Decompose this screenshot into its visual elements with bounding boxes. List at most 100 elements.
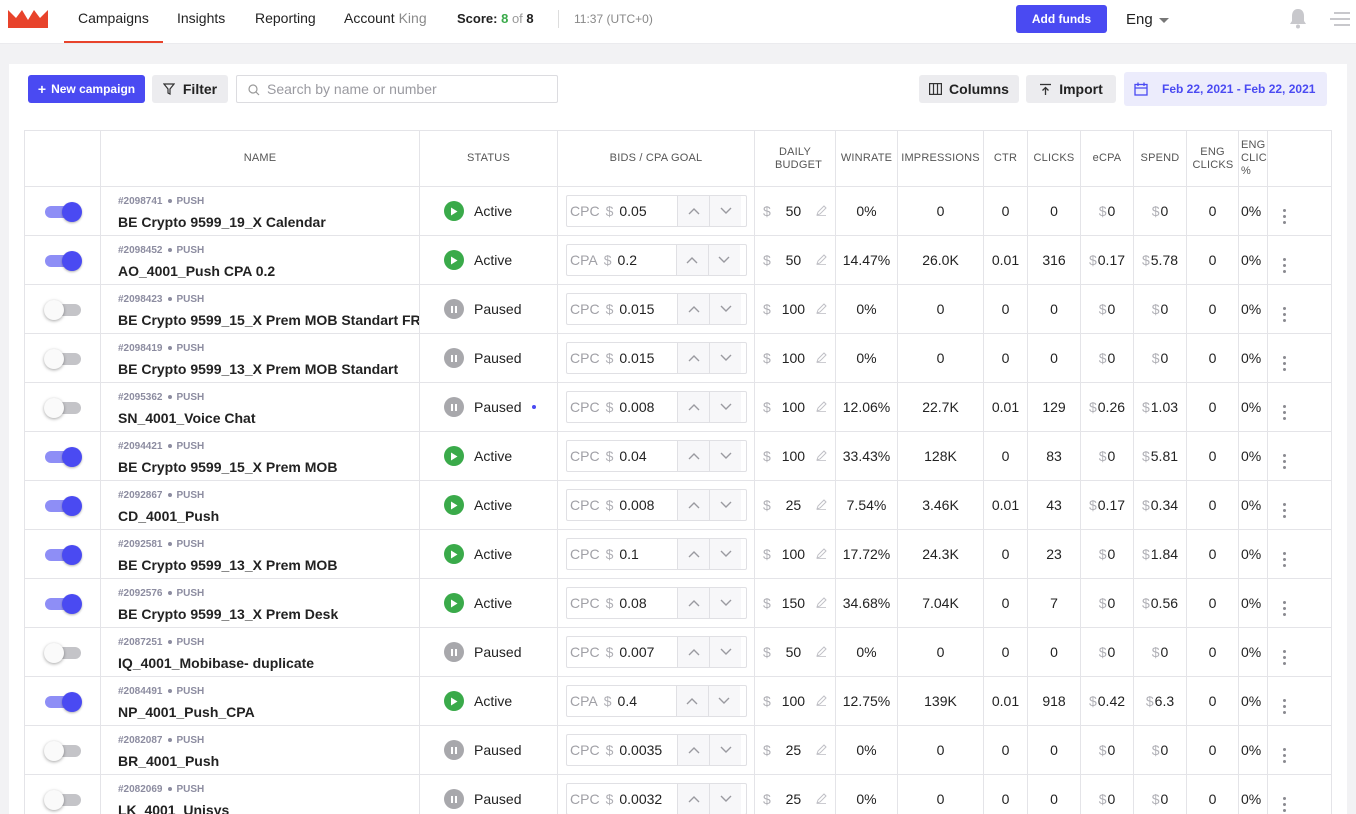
bid-input[interactable]: CPC $0.008	[566, 489, 747, 521]
more-options-icon[interactable]	[1283, 747, 1286, 763]
bid-value[interactable]: 0.04	[619, 448, 647, 464]
campaign-toggle[interactable]	[43, 790, 81, 811]
more-options-icon[interactable]	[1283, 208, 1286, 224]
decrement-button[interactable]	[709, 294, 742, 324]
edit-icon[interactable]	[816, 693, 827, 709]
table-row[interactable]: #2098452 PUSH AO_4001_Push CPA 0.2 Active CP…	[24, 235, 1332, 285]
bid-value[interactable]: 0.08	[619, 595, 647, 611]
bid-input[interactable]: CPC $0.015	[566, 342, 747, 374]
increment-button[interactable]	[677, 343, 710, 373]
campaign-toggle[interactable]	[43, 349, 81, 370]
edit-icon[interactable]	[816, 448, 827, 464]
campaign-toggle[interactable]	[43, 300, 81, 321]
play-icon[interactable]	[444, 593, 464, 613]
bid-value[interactable]: 0.008	[619, 399, 655, 415]
table-row[interactable]: #2082069 PUSH LK_4001_Unisys Paused CPC $0.00…	[24, 774, 1332, 814]
bid-input[interactable]: CPC $0.05	[566, 195, 747, 227]
increment-button[interactable]	[677, 196, 710, 226]
more-options-icon[interactable]	[1283, 796, 1286, 812]
bid-input[interactable]: CPC $0.04	[566, 440, 747, 472]
search-box[interactable]	[236, 75, 558, 103]
col-ecpa-header[interactable]: eCPA	[1080, 130, 1134, 187]
decrement-button[interactable]	[709, 539, 742, 569]
table-row[interactable]: #2095362 PUSH SN_4001_Voice Chat Paused CPC $…	[24, 382, 1332, 432]
bid-input[interactable]: CPC $0.008	[566, 391, 747, 423]
bid-input[interactable]: CPC $0.08	[566, 587, 747, 619]
campaign-name[interactable]: SN_4001_Voice Chat	[118, 410, 256, 426]
increment-button[interactable]	[677, 637, 710, 667]
pause-icon[interactable]	[444, 299, 464, 319]
more-options-icon[interactable]	[1283, 502, 1286, 518]
edit-icon[interactable]	[816, 203, 827, 219]
pause-icon[interactable]	[444, 397, 464, 417]
bid-input[interactable]: CPA $0.4	[566, 685, 747, 717]
decrement-button[interactable]	[709, 637, 742, 667]
increment-button[interactable]	[677, 784, 710, 814]
pause-icon[interactable]	[444, 642, 464, 662]
increment-button[interactable]	[677, 490, 710, 520]
campaign-toggle[interactable]	[43, 643, 81, 664]
more-options-icon[interactable]	[1283, 257, 1286, 273]
col-ctr-header[interactable]: CTR	[983, 130, 1028, 187]
col-bids-header[interactable]: BIDS / CPA GOAL	[557, 130, 755, 187]
increment-button[interactable]	[677, 539, 710, 569]
campaign-toggle[interactable]	[44, 692, 82, 713]
table-row[interactable]: #2082087 PUSH BR_4001_Push Paused CPC $0.0035…	[24, 725, 1332, 775]
pause-icon[interactable]	[444, 348, 464, 368]
campaign-toggle[interactable]	[43, 398, 81, 419]
nav-insights[interactable]: Insights	[177, 10, 226, 26]
table-row[interactable]: #2098423 PUSH BE Crypto 9599_15_X Prem MOB…	[24, 284, 1332, 334]
more-options-icon[interactable]	[1283, 600, 1286, 616]
decrement-button[interactable]	[709, 735, 742, 765]
campaign-name[interactable]: BE Crypto 9599_15_X Prem MOB Standart FR	[118, 312, 420, 328]
more-options-icon[interactable]	[1283, 551, 1286, 567]
filter-button[interactable]: Filter	[152, 75, 228, 103]
table-row[interactable]: #2092576 PUSH BE Crypto 9599_13_X Prem Des…	[24, 578, 1332, 628]
language-selector[interactable]: Eng	[1126, 11, 1169, 28]
bid-value[interactable]: 0.007	[619, 644, 655, 660]
increment-button[interactable]	[675, 245, 708, 275]
decrement-button[interactable]	[709, 196, 742, 226]
table-row[interactable]: #2094421 PUSH BE Crypto 9599_15_X Prem MOB…	[24, 431, 1332, 481]
decrement-button[interactable]	[709, 343, 742, 373]
bid-value[interactable]: 0.1	[619, 546, 639, 562]
increment-button[interactable]	[677, 735, 710, 765]
bid-value[interactable]: 0.015	[619, 301, 655, 317]
increment-button[interactable]	[677, 294, 710, 324]
bid-value[interactable]: 0.0035	[619, 742, 663, 758]
more-options-icon[interactable]	[1283, 698, 1286, 714]
table-row[interactable]: #2098419 PUSH BE Crypto 9599_13_X Prem MOB…	[24, 333, 1332, 383]
campaign-toggle[interactable]	[44, 545, 82, 566]
campaign-toggle[interactable]	[44, 251, 82, 272]
bid-value[interactable]: 0.008	[619, 497, 655, 513]
edit-icon[interactable]	[816, 301, 827, 317]
more-options-icon[interactable]	[1283, 355, 1286, 371]
increment-button[interactable]	[677, 441, 710, 471]
col-winrate-header[interactable]: WINRATE	[835, 130, 898, 187]
col-eng-clicks-header[interactable]: ENG CLICKS	[1186, 130, 1239, 187]
campaign-name[interactable]: BE Crypto 9599_13_X Prem Desk	[118, 606, 339, 622]
col-budget-header[interactable]: DAILY BUDGET	[754, 130, 836, 187]
col-impressions-header[interactable]: IMPRESSIONS	[897, 130, 984, 187]
edit-icon[interactable]	[816, 791, 827, 807]
date-range-picker[interactable]: Feb 22, 2021 - Feb 22, 2021	[1124, 72, 1327, 106]
decrement-button[interactable]	[707, 686, 740, 716]
bell-icon[interactable]	[1288, 7, 1308, 29]
import-button[interactable]: Import	[1026, 75, 1116, 103]
bid-value[interactable]: 0.05	[619, 203, 647, 219]
col-name-header[interactable]: NAME	[100, 130, 420, 187]
pause-icon[interactable]	[444, 789, 464, 809]
increment-button[interactable]	[675, 686, 708, 716]
decrement-button[interactable]	[709, 441, 742, 471]
bid-input[interactable]: CPC $0.015	[566, 293, 747, 325]
menu-icon[interactable]	[1330, 10, 1350, 28]
col-status-header[interactable]: STATUS	[419, 130, 558, 187]
campaign-name[interactable]: LK_4001_Unisys	[118, 802, 230, 814]
bid-input[interactable]: CPC $0.0032	[566, 783, 747, 814]
pause-icon[interactable]	[444, 740, 464, 760]
bid-value[interactable]: 0.4	[617, 693, 638, 709]
campaign-name[interactable]: AO_4001_Push CPA 0.2	[118, 263, 276, 279]
bid-value[interactable]: 0.015	[619, 350, 655, 366]
play-icon[interactable]	[444, 250, 464, 270]
more-options-icon[interactable]	[1283, 649, 1286, 665]
